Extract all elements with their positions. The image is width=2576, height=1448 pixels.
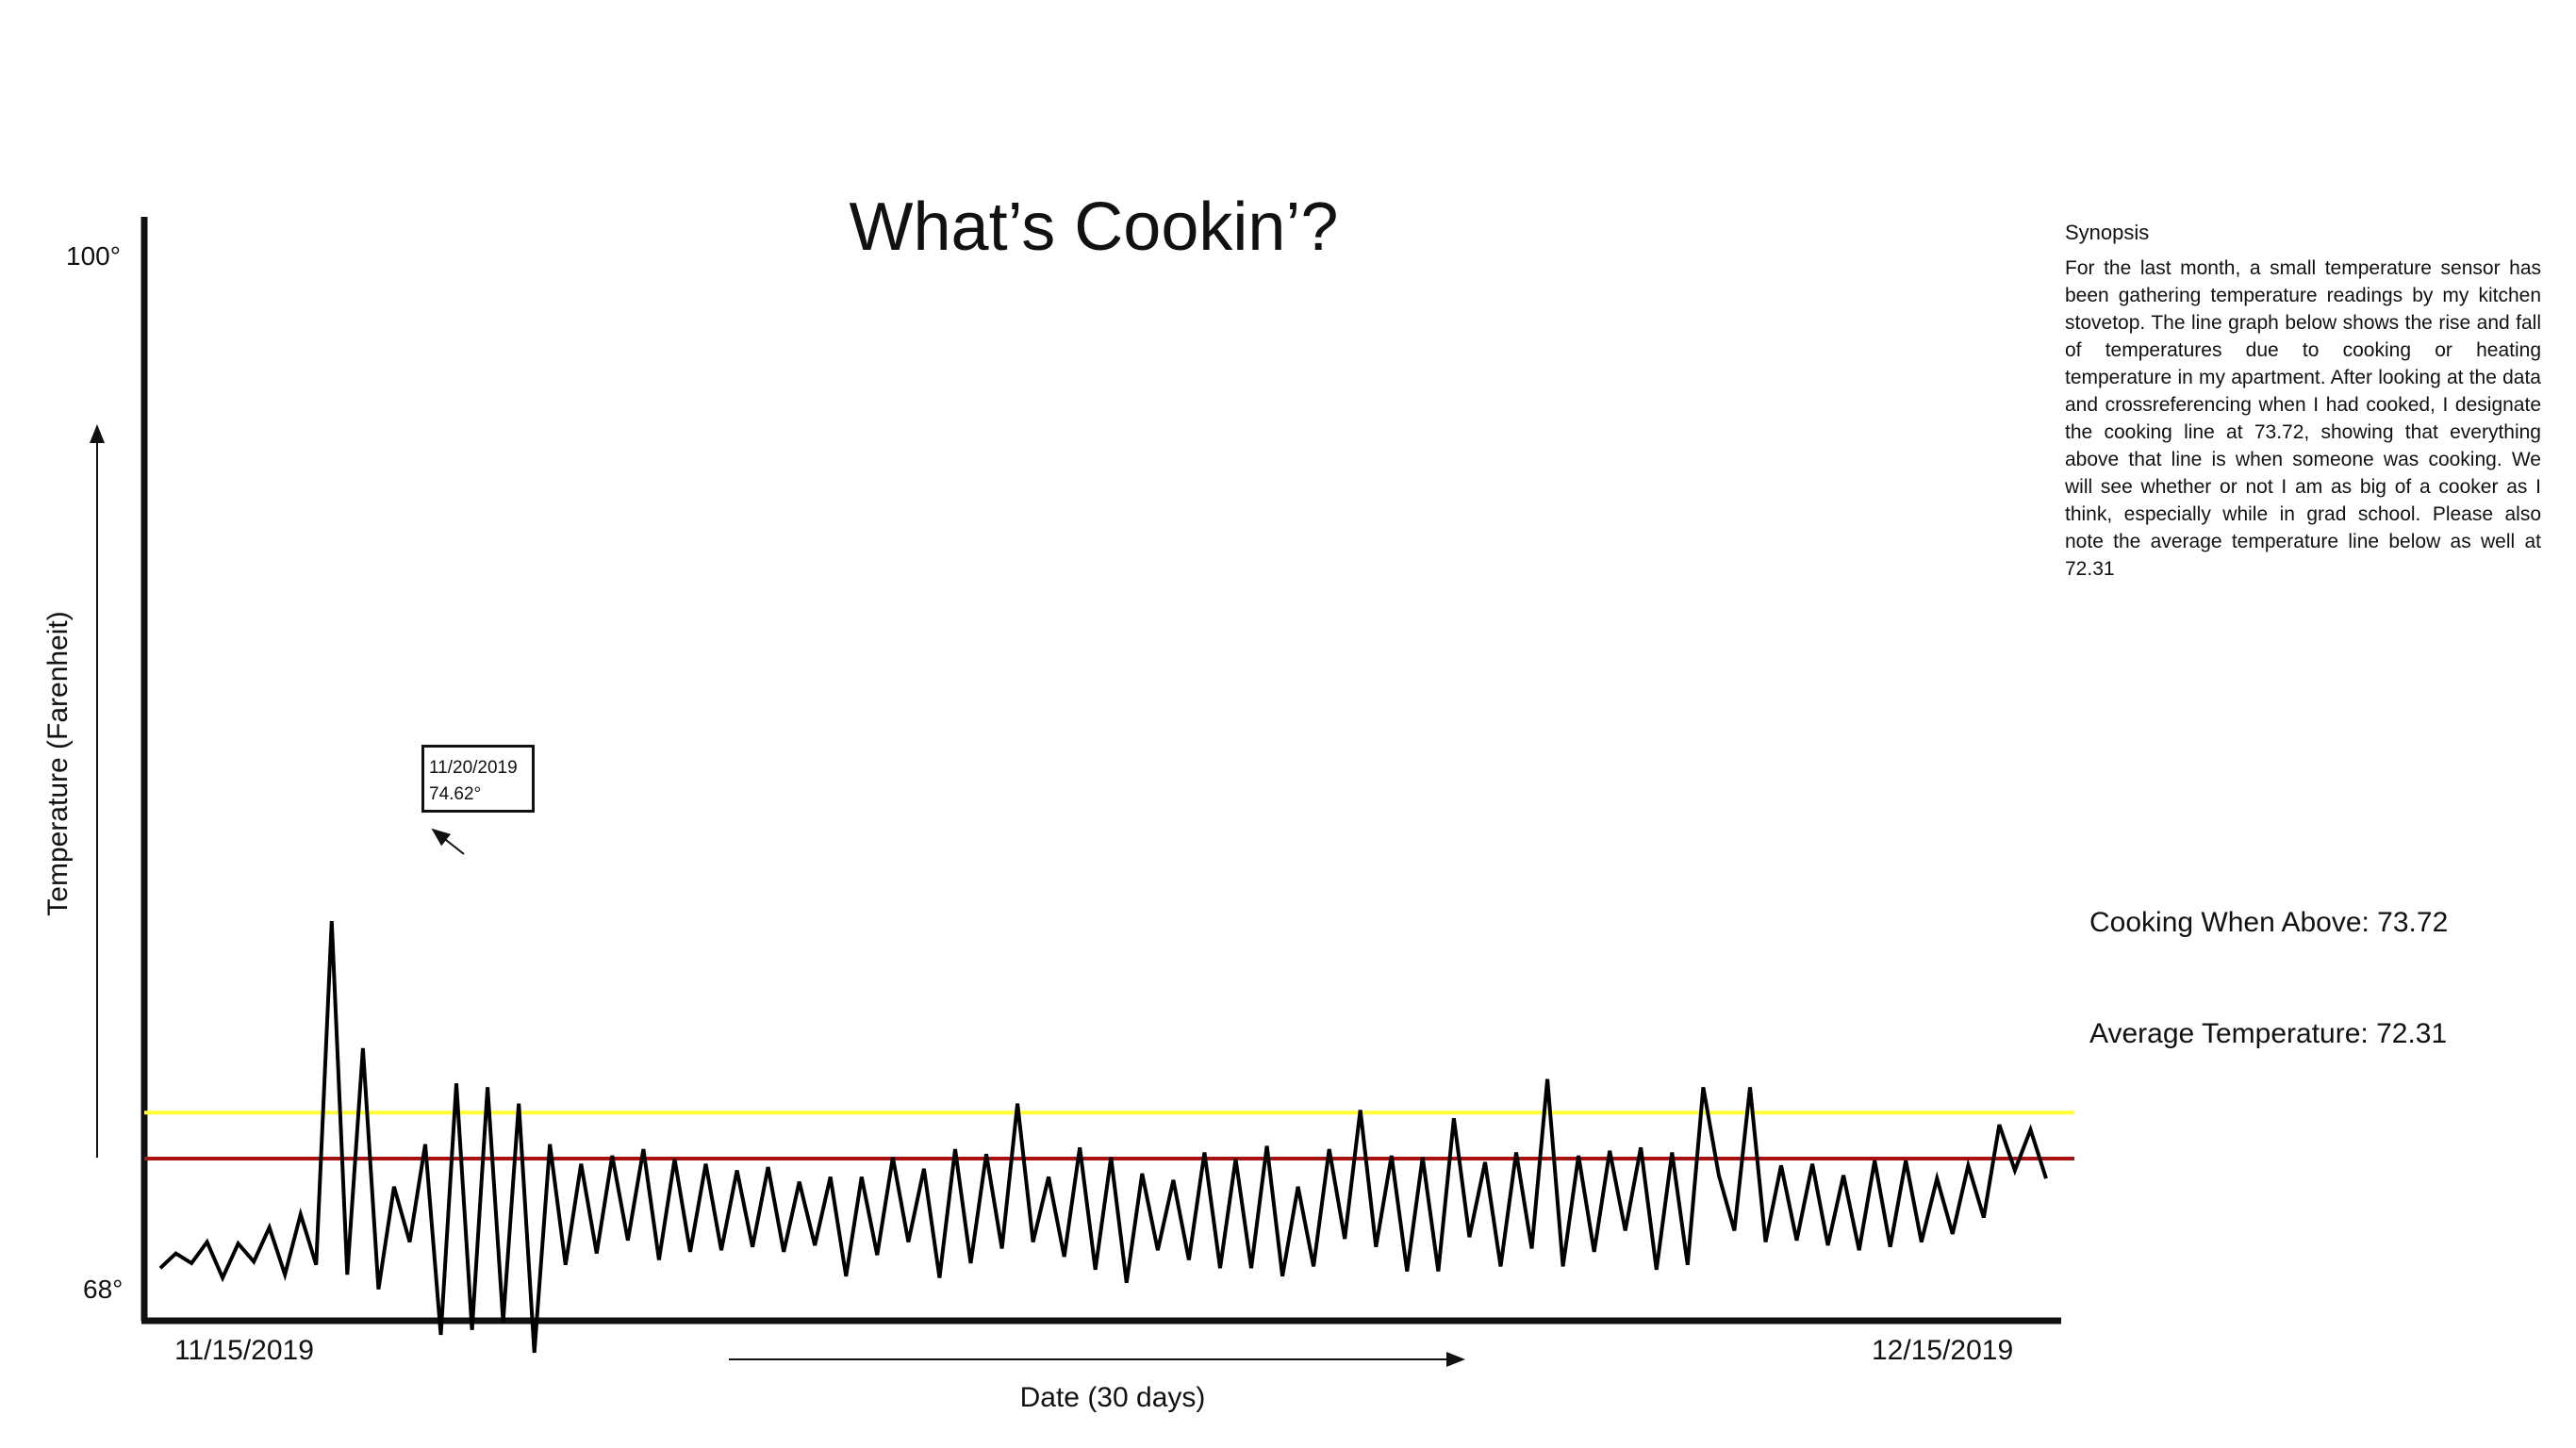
callout-date: 11/20/2019	[429, 758, 518, 778]
synopsis-text: For the last month, a small temperature …	[2065, 257, 2541, 580]
average-line-label: Average Temperature: 72.31	[2089, 1018, 2448, 1049]
cooking-line-label: Cooking When Above: 73.72	[2089, 907, 2449, 938]
callout-value: 74.62°	[429, 784, 482, 804]
series-layer	[158, 921, 2048, 1354]
temperature-series-line	[158, 921, 2048, 1354]
callout-arrow	[431, 828, 465, 855]
peak-callout-box: 11/20/2019 74.62°	[421, 745, 535, 813]
y-tick-label-max: 100°	[66, 241, 121, 271]
x-axis-label: Date (30 days)	[1019, 1382, 1206, 1413]
synopsis-heading: Synopsis	[2065, 221, 2150, 244]
chart-title: What’s Cookin’?	[849, 189, 1339, 265]
y-axis-label: Temperature (Farenheit)	[42, 611, 74, 916]
y-tick-label-min: 68°	[83, 1275, 124, 1304]
reference-lines	[144, 1111, 2074, 1161]
x-tick-label-start: 11/15/2019	[174, 1335, 314, 1366]
x-tick-label-end: 12/15/2019	[1872, 1335, 2014, 1366]
